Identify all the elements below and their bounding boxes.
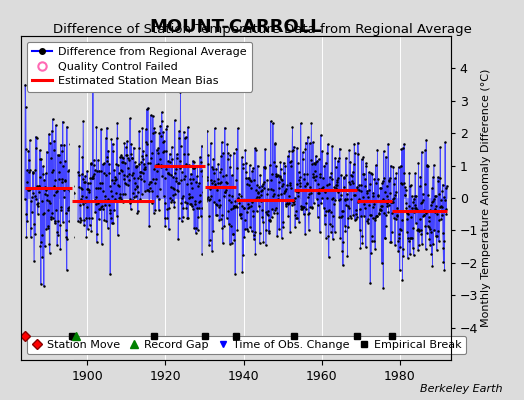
- Text: Berkeley Earth: Berkeley Earth: [420, 384, 503, 394]
- Text: Difference of Station Temperature Data from Regional Average: Difference of Station Temperature Data f…: [52, 24, 472, 36]
- Legend: Station Move, Record Gap, Time of Obs. Change, Empirical Break: Station Move, Record Gap, Time of Obs. C…: [27, 336, 466, 354]
- Title: MOUNT-CARROLL: MOUNT-CARROLL: [149, 18, 322, 36]
- Y-axis label: Monthly Temperature Anomaly Difference (°C): Monthly Temperature Anomaly Difference (…: [481, 69, 491, 327]
